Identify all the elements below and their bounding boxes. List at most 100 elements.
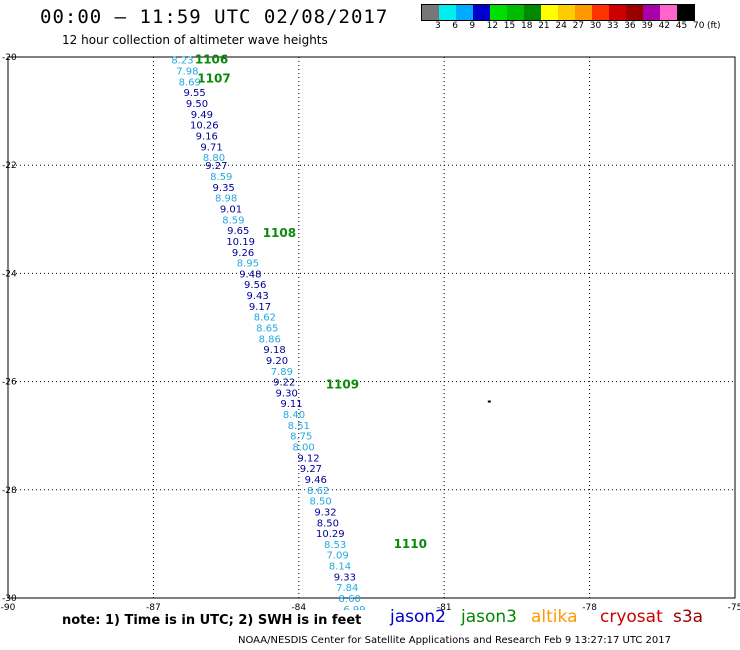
wave-height-value: 9.18 — [263, 345, 285, 356]
colorbar-label: 45 — [675, 21, 688, 31]
wave-height-value: 9.43 — [246, 291, 268, 302]
colorbar-swatch — [456, 5, 473, 20]
wave-height-value: 9.27 — [300, 464, 322, 475]
pass-number-label: 1109 — [326, 377, 359, 391]
wave-height-value: 8.62 — [307, 486, 329, 497]
colorbar-label: 18 — [521, 21, 533, 31]
legend-item-cryosat: cryosat — [600, 607, 663, 627]
wave-height-value: 8.69 — [179, 77, 201, 88]
colorbar-swatch — [541, 5, 558, 20]
lon-tick-label: -78 — [582, 603, 597, 610]
wave-height-value: 9.71 — [200, 142, 222, 153]
colorbar-label: 39 — [641, 21, 653, 31]
legend-item-jason3: jason3 — [461, 607, 517, 627]
lon-tick-label: -81 — [437, 603, 452, 610]
colorbar-label: 6 — [452, 21, 458, 31]
wave-height-value: 9.17 — [249, 302, 271, 313]
wave-height-colorbar — [421, 4, 695, 21]
wave-height-value: 9.33 — [334, 572, 356, 583]
colorbar-label: 12 — [486, 21, 499, 31]
wave-height-value: 8.59 — [210, 172, 232, 183]
wave-height-value: 8.95 — [237, 259, 259, 270]
colorbar-label: 36 — [624, 21, 636, 31]
credit-line: NOAA/NESDIS Center for Satellite Applica… — [238, 635, 671, 646]
wave-height-value: 10.29 — [316, 529, 345, 540]
colorbar-swatch — [643, 5, 660, 20]
legend-item-jason2: jason2 — [390, 607, 446, 627]
wave-height-value: 8.60 — [339, 594, 361, 605]
lat-tick-label: -26 — [2, 378, 17, 388]
wave-height-value: 8.50 — [309, 497, 331, 508]
wave-height-value: 9.48 — [239, 269, 261, 280]
lat-tick-label: -28 — [2, 486, 17, 496]
wave-height-value: 7.89 — [271, 367, 293, 378]
colorbar-label: 3 — [435, 21, 441, 31]
lon-tick-label: -75 — [728, 603, 740, 610]
colorbar-swatch — [422, 5, 439, 20]
colorbar-unit: (ft) — [707, 21, 721, 31]
altimeter-map: -90 -87 -84 -81 -78 -75 -20 -22 -24 -26 -28 -30 8.23… — [1, 53, 740, 610]
island-mark — [487, 400, 491, 403]
lon-tick-label: -87 — [146, 603, 161, 610]
wave-height-value: 8.86 — [259, 334, 281, 345]
lat-tick-label: -30 — [2, 594, 17, 604]
colorbar-swatch — [677, 5, 694, 20]
wave-height-value: 10.26 — [190, 121, 219, 132]
wave-height-value: 9.56 — [244, 280, 266, 291]
wave-height-value: 10.19 — [226, 237, 255, 248]
wave-height-value: 9.30 — [276, 388, 298, 399]
wave-height-value: 7.09 — [326, 551, 348, 562]
map-title: 00:00 – 11:59 UTC 02/08/2017 — [40, 6, 389, 28]
colorbar-label: 30 — [589, 21, 602, 31]
colorbar-label: 27 — [572, 21, 585, 31]
wave-height-value: 9.11 — [280, 399, 302, 410]
colorbar-label: 9 — [469, 21, 476, 31]
colorbar-swatch — [524, 5, 541, 20]
lon-tick-label: -90 — [1, 603, 16, 610]
colorbar-swatch — [609, 5, 626, 20]
wave-height-value: 9.20 — [266, 356, 288, 367]
wave-height-value: 9.01 — [220, 204, 242, 215]
lon-tick-label: -84 — [291, 603, 306, 610]
colorbar-label: 24 — [555, 21, 567, 31]
pass-number-label: 1110 — [394, 537, 427, 551]
lat-tick-label: -22 — [2, 161, 17, 171]
colorbar-labels: 3 6 9 12 15 18 21 24 27 30 33 36 39 42 45 70 (ft) — [421, 21, 740, 33]
wave-height-value: 9.16 — [196, 131, 218, 142]
footer-note: note: 1) Time is in UTC; 2) SWH is in fe… — [62, 613, 362, 628]
pass-number-label: 1107 — [197, 72, 230, 86]
wave-height-value: 9.32 — [314, 507, 336, 518]
wave-height-value: 8.75 — [290, 432, 312, 443]
wave-height-value: 8.65 — [256, 324, 278, 335]
colorbar-swatch — [490, 5, 507, 20]
wave-height-value: 9.35 — [213, 183, 235, 194]
wave-height-value: 9.26 — [232, 248, 254, 259]
wave-height-value: 8.51 — [288, 421, 310, 432]
legend-item-altika: altika — [531, 607, 578, 627]
map-subtitle: 12 hour collection of altimeter wave hei… — [62, 33, 328, 47]
wave-height-value: 9.27 — [205, 161, 227, 172]
wave-height-value: 8.40 — [283, 410, 305, 421]
colorbar-label: 15 — [503, 21, 516, 31]
wave-height-value: 8.98 — [215, 194, 237, 205]
wave-height-value: 8.00 — [293, 443, 315, 454]
wave-height-value: 7.98 — [176, 67, 198, 78]
pass-number-label: 1108 — [263, 226, 296, 240]
pass-number-label: 1106 — [195, 53, 228, 67]
colorbar-swatch — [575, 5, 592, 20]
wave-height-value: 9.50 — [186, 99, 208, 110]
map-frame — [7, 56, 736, 599]
colorbar-swatch — [660, 5, 677, 20]
legend-item-s3a: s3a — [673, 607, 704, 627]
wave-height-value: 9.46 — [305, 475, 327, 486]
colorbar-label: 33 — [607, 21, 619, 31]
wave-height-value: 8.50 — [317, 518, 339, 529]
wave-height-value: 8.80 — [203, 153, 225, 164]
wave-height-value: 8.23 — [171, 56, 193, 67]
colorbar-label: 70 — [693, 21, 705, 31]
wave-height-value: 9.55 — [183, 88, 205, 99]
wave-height-value: 8.62 — [254, 313, 276, 324]
lat-tick-label: -24 — [2, 269, 17, 279]
colorbar-swatch — [558, 5, 575, 20]
wave-height-value: 8.14 — [329, 562, 351, 573]
